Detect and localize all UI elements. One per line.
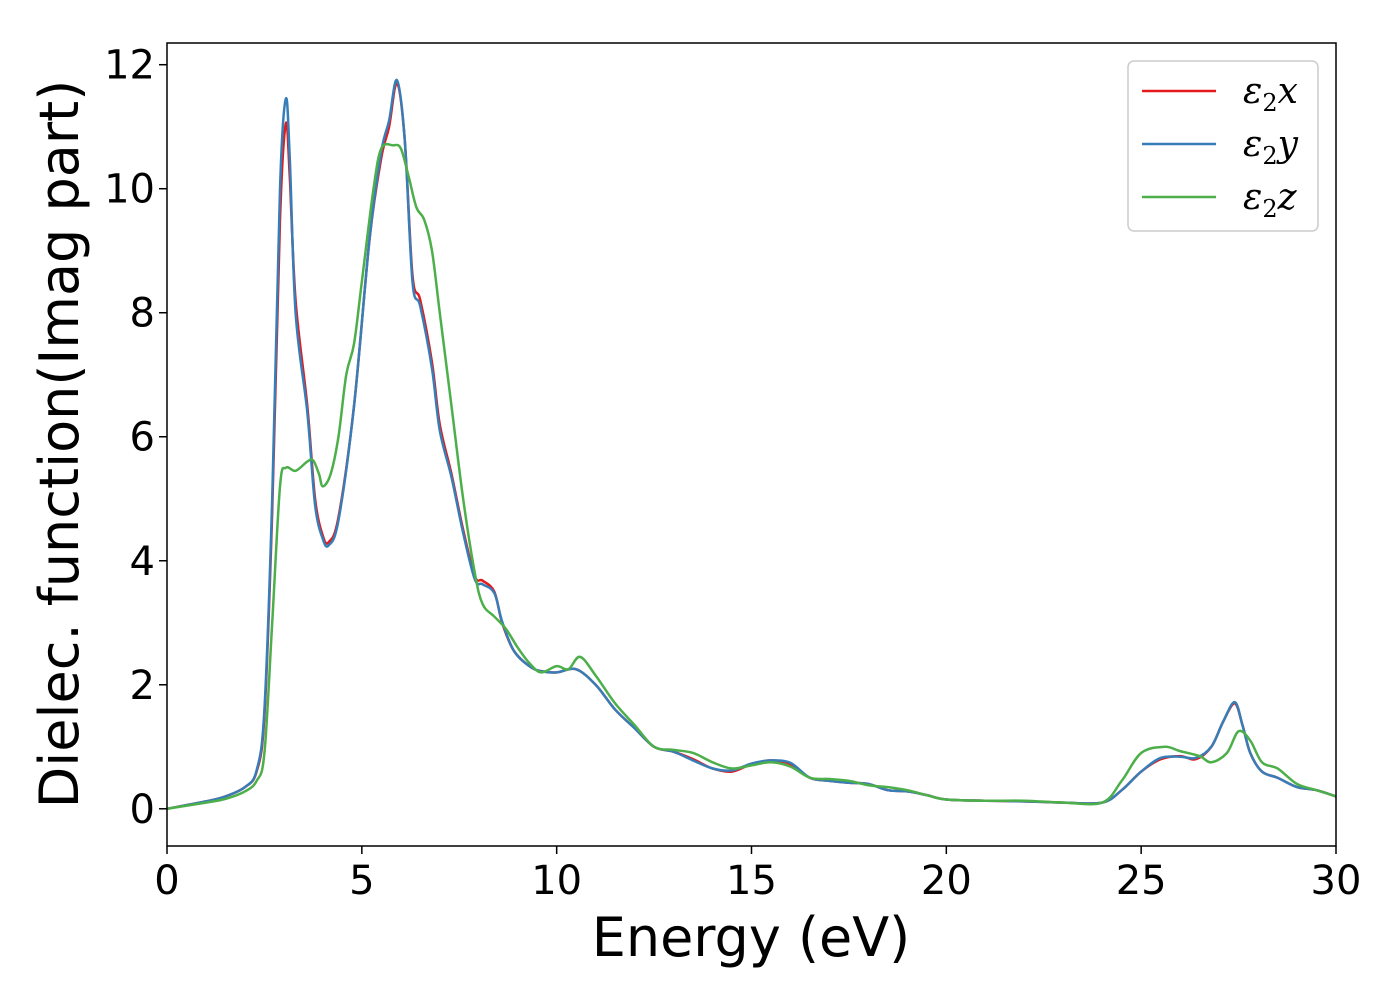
x-axis-label: Energy (eV): [592, 906, 911, 969]
y-axis: 0 2 4 6 8 10 12: [104, 43, 167, 833]
series-line-2: [166, 78, 1337, 811]
y-tick-label: 8: [130, 291, 155, 337]
legend-label-1: ε2x: [1243, 71, 1298, 117]
legend-label-2: ε2y: [1243, 124, 1299, 170]
legend-box: [1127, 60, 1319, 232]
x-tick-label: 5: [349, 858, 374, 904]
y-tick-label: 2: [130, 663, 155, 709]
x-tick-label: 30: [1311, 858, 1362, 904]
y-axis-label: Dielec. function(Imag part): [28, 80, 91, 809]
y-tick-label: 6: [130, 415, 155, 461]
x-tick-label: 0: [154, 858, 179, 904]
plot-series: [166, 78, 1337, 811]
x-tick-label: 15: [726, 858, 777, 904]
y-tick-label: 4: [130, 539, 155, 585]
legend-label-3: ε2z: [1243, 177, 1298, 223]
x-tick-label: 25: [1116, 858, 1167, 904]
legend: ε2x ε2y ε2z: [1127, 60, 1319, 232]
x-tick-label: 20: [921, 858, 972, 904]
y-tick-label: 12: [104, 43, 155, 89]
y-tick-label: 10: [104, 167, 155, 213]
series-line-3: [166, 142, 1337, 811]
x-tick-label: 10: [531, 858, 582, 904]
x-axis: 0 5 10 15 20 25 30: [154, 846, 1361, 904]
y-tick-label: 0: [130, 787, 155, 833]
